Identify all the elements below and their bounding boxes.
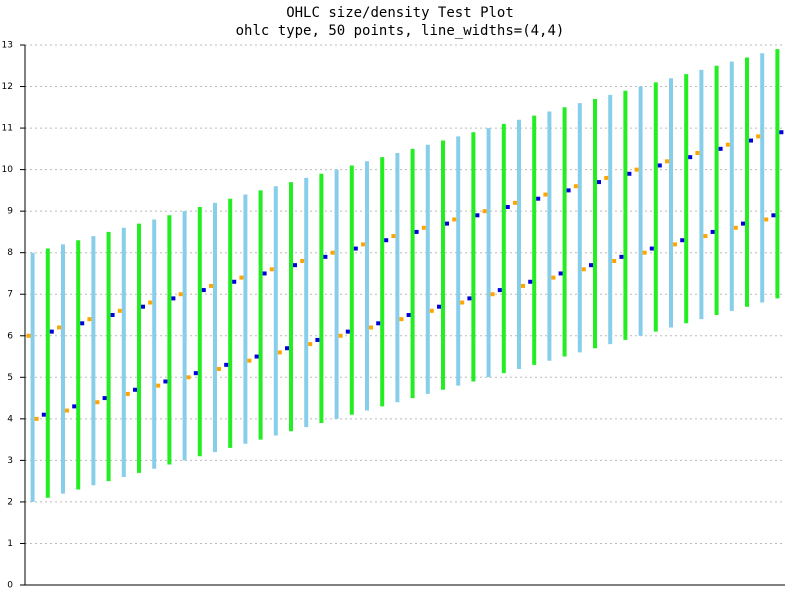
y-tick-label: 7 [7, 290, 13, 300]
y-tick-label: 1 [7, 539, 13, 549]
y-tick-label: 11 [2, 124, 13, 134]
y-tick-label: 5 [7, 373, 13, 383]
y-tick-label: 10 [2, 165, 14, 175]
chart-subtitle: ohlc type, 50 points, line_widths=(4,4) [236, 23, 565, 39]
y-tick-label: 3 [7, 456, 13, 466]
chart-title: OHLC size/density Test Plot [286, 5, 514, 21]
y-tick-label: 6 [7, 331, 13, 341]
y-tick-label: 13 [2, 41, 13, 51]
y-tick-label: 2 [7, 497, 13, 507]
y-tick-label: 0 [7, 581, 13, 591]
y-tick-label: 4 [7, 414, 13, 424]
y-tick-label: 8 [7, 248, 13, 258]
y-tick-label: 12 [2, 82, 13, 92]
y-tick-label: 9 [7, 207, 13, 217]
